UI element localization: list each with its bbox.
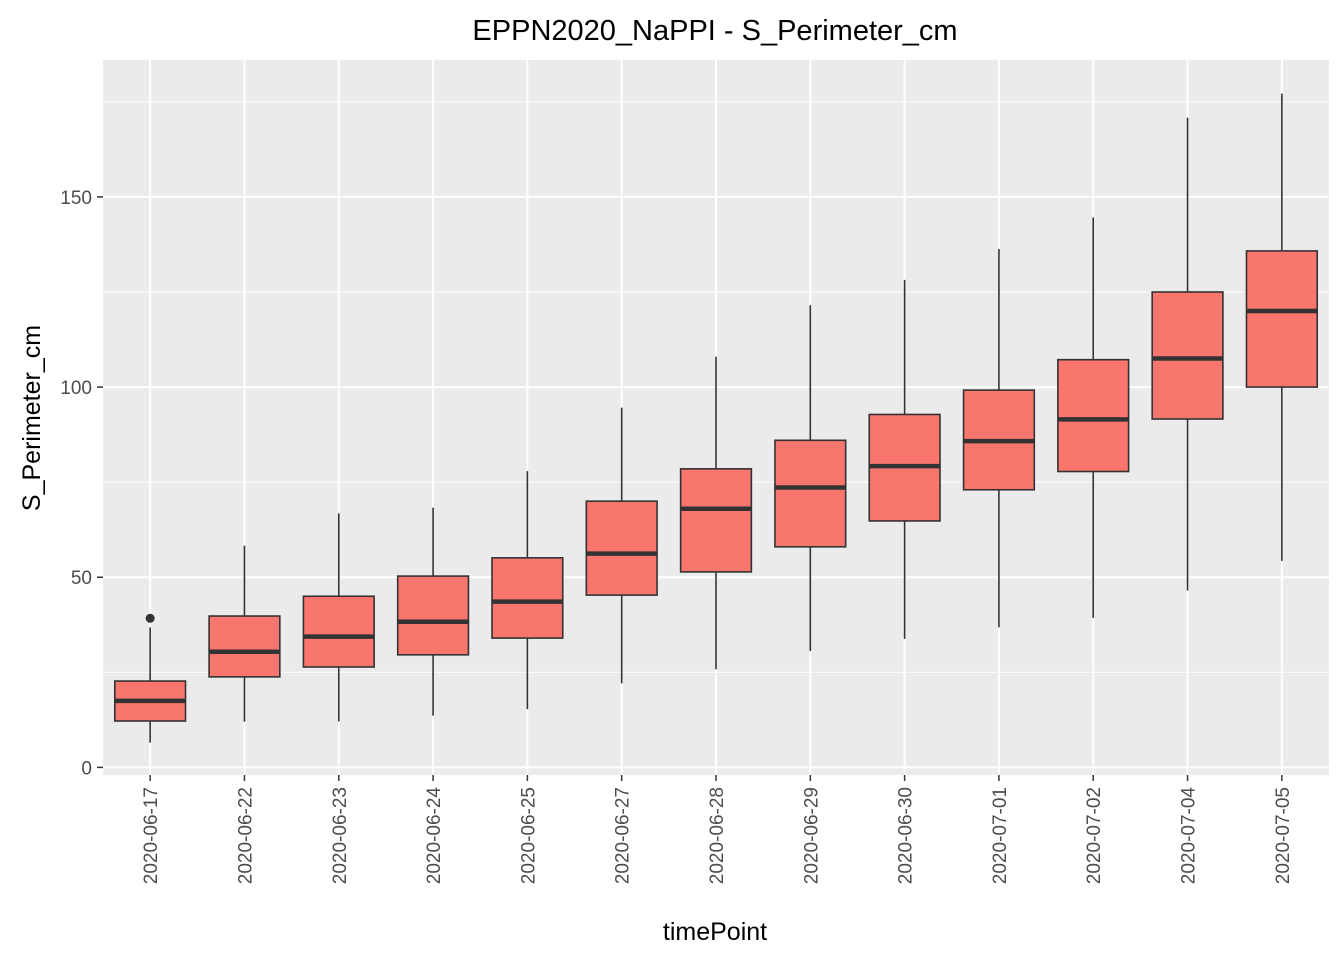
x-tick-label: 2020-06-23 [330, 787, 351, 884]
x-tick-label: 2020-07-01 [990, 787, 1011, 884]
x-axis: 2020-06-17 2020-06-22 2020-06-23 2020-06-24… [141, 775, 1294, 884]
box-2020-06-25 [491, 471, 564, 710]
box-2020-06-30 [868, 279, 941, 639]
x-tick-label: 2020-06-27 [613, 787, 634, 884]
outlier-point [145, 613, 155, 623]
x-tick-label: 2020-06-25 [518, 787, 539, 884]
box-2020-07-02 [1057, 217, 1130, 618]
iqr-box [302, 595, 375, 668]
box-2020-06-23 [302, 513, 375, 722]
iqr-box [1245, 250, 1319, 388]
box-2020-06-28 [679, 356, 753, 670]
iqr-box [1151, 291, 1224, 420]
x-axis-title: timePoint [663, 918, 767, 946]
x-tick-label: 2020-06-24 [424, 787, 445, 885]
x-tick-label: 2020-07-05 [1273, 787, 1294, 884]
x-tick-label: 2020-07-04 [1179, 787, 1200, 885]
x-tick-label: 2020-06-30 [896, 787, 917, 884]
box-2020-06-17 [113, 613, 187, 743]
box-2020-06-29 [774, 305, 847, 652]
iqr-box [774, 439, 847, 548]
x-tick-label: 2020-06-22 [235, 787, 256, 884]
box-2020-07-01 [962, 249, 1036, 628]
y-tick-label: 0 [81, 758, 92, 779]
y-tick-label: 100 [60, 378, 92, 399]
y-tick-label: 150 [60, 188, 92, 209]
box-2020-07-05 [1245, 93, 1319, 561]
box-2020-06-24 [396, 507, 470, 716]
chart-title: EPPN2020_NaPPI - S_Perimeter_cm [472, 15, 957, 47]
box-series [113, 93, 1319, 743]
x-tick-label: 2020-06-17 [141, 787, 162, 884]
iqr-box [491, 557, 564, 639]
x-tick-label: 2020-06-28 [707, 787, 728, 884]
iqr-box [679, 468, 753, 573]
box-2020-06-27 [585, 407, 658, 684]
y-axis: 0 50 100 150 [60, 188, 103, 779]
y-tick-label: 50 [71, 568, 92, 589]
x-tick-label: 2020-06-29 [801, 787, 822, 884]
box-2020-06-22 [208, 545, 281, 722]
x-tick-label: 2020-07-02 [1084, 787, 1105, 884]
iqr-box [1057, 358, 1130, 473]
iqr-box [208, 615, 281, 678]
y-axis-title: S_Perimeter_cm [18, 325, 46, 511]
box-2020-07-04 [1151, 117, 1224, 591]
iqr-box [396, 575, 470, 656]
iqr-box [585, 500, 658, 596]
